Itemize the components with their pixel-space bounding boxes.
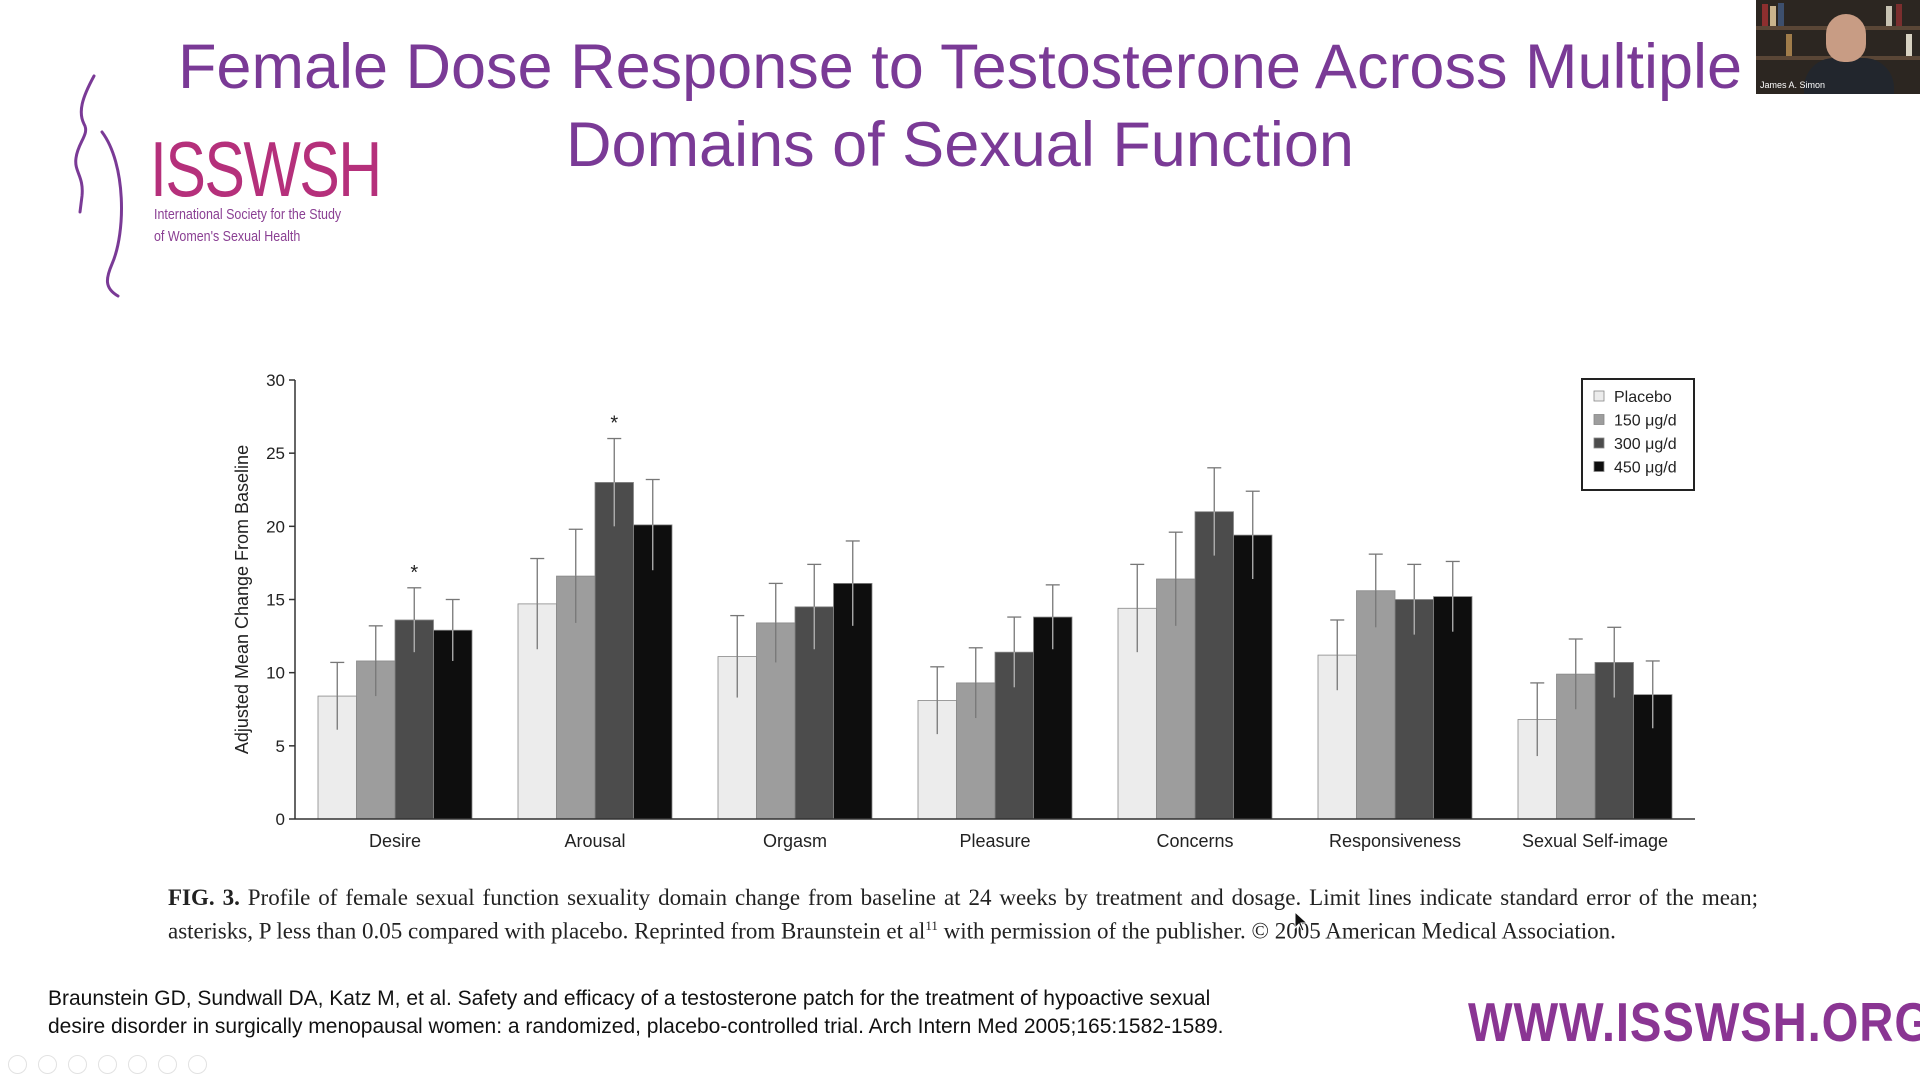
legend-label: 150 μg/d — [1614, 413, 1677, 430]
x-tick-label: Orgasm — [763, 831, 827, 851]
book — [1762, 4, 1768, 26]
y-axis-label: Adjusted Mean Change From Baseline — [232, 445, 252, 754]
mouse-cursor-icon — [1294, 911, 1309, 932]
caption-text: Profile of female sexual function sexual… — [168, 885, 1759, 944]
x-tick-label: Sexual Self-image — [1522, 831, 1668, 851]
x-tick-label: Arousal — [564, 831, 625, 851]
isswsh-logo: ISSWSH International Society for the Stu… — [68, 72, 388, 302]
woman-silhouette-icon — [74, 74, 123, 298]
y-tick-label: 10 — [266, 664, 285, 683]
bar — [1433, 596, 1473, 820]
webcam-name-tag: James A. Simon — [1760, 80, 1826, 90]
bar — [433, 629, 473, 820]
y-tick-label: 30 — [266, 371, 285, 390]
webcam-thumbnail[interactable]: James A. Simon — [1756, 0, 1920, 94]
caption-superscript: 11 — [925, 918, 938, 933]
person-head — [1826, 14, 1866, 62]
website-url[interactable]: WWW.ISSWSH.ORG — [1468, 991, 1920, 1053]
presentation-toolbar — [8, 1055, 218, 1077]
toolbar-next-icon[interactable] — [38, 1055, 57, 1074]
legend-label: 300 μg/d — [1614, 436, 1677, 453]
significance-asterisk: * — [410, 562, 418, 584]
bar — [1233, 534, 1273, 820]
caption-text-end: with permission of the publisher. © 2005… — [937, 918, 1616, 944]
x-tick-label: Pleasure — [959, 831, 1030, 851]
x-tick-label: Concerns — [1156, 831, 1233, 851]
bar-chart: 0 5 10 15 20 25 30 Adjusted Mean Change From Ba… — [232, 371, 1695, 851]
legend-label: Placebo — [1614, 389, 1672, 406]
toolbar-prev-icon[interactable] — [8, 1055, 27, 1074]
citation-line1: Braunstein GD, Sundwall DA, Katz M, et a… — [48, 987, 1211, 1010]
legend-swatch — [1593, 390, 1605, 402]
book — [1886, 6, 1892, 26]
y-tick-label: 25 — [266, 444, 285, 463]
x-tick-label: Desire — [369, 831, 421, 851]
book — [1896, 4, 1902, 26]
legend-swatch — [1593, 414, 1605, 425]
y-tick-label: 20 — [266, 517, 285, 536]
bar — [594, 482, 634, 820]
toolbar-subtitles-icon[interactable] — [158, 1055, 177, 1074]
y-tick-label: 0 — [276, 810, 285, 829]
y-tick-label: 15 — [266, 591, 285, 610]
figure-caption: FIG. 3. Profile of female sexual functio… — [168, 884, 1758, 946]
y-tick-label: 5 — [276, 737, 285, 756]
bar — [1033, 616, 1073, 820]
person-body — [1804, 58, 1894, 94]
slide-title-line1: Female Dose Response to Testosterone Acr… — [177, 32, 1743, 102]
bar — [1356, 590, 1396, 820]
book — [1786, 34, 1792, 56]
logo-subtitle-line2: of Women's Sexual Health — [154, 229, 301, 245]
slide-title: Female Dose Response to Testosterone Acr… — [150, 28, 1770, 184]
figure-label: FIG. 3. — [168, 885, 240, 910]
slide-title-line2: Domains of Sexual Function — [566, 110, 1354, 180]
toolbar-slides-icon[interactable] — [98, 1055, 117, 1074]
citation: Braunstein GD, Sundwall DA, Katz M, et a… — [48, 985, 1448, 1041]
legend-swatch — [1593, 461, 1605, 472]
logo-name: ISSWSH — [150, 125, 382, 213]
logo-subtitle-line1: International Society for the Study — [154, 207, 342, 223]
toolbar-more-icon[interactable] — [188, 1055, 207, 1074]
book — [1906, 34, 1912, 56]
citation-line2: desire disorder in surgically menopausal… — [48, 1015, 1224, 1038]
bar — [1194, 511, 1234, 820]
legend-swatch — [1593, 437, 1605, 449]
legend-label: 450 μg/d — [1614, 460, 1677, 477]
x-tick-label: Responsiveness — [1329, 831, 1461, 851]
book — [1778, 3, 1784, 26]
logo-subtitle: International Society for the Study of W… — [154, 204, 343, 248]
toolbar-pen-icon[interactable] — [68, 1055, 87, 1074]
toolbar-zoom-icon[interactable] — [128, 1055, 147, 1074]
book — [1770, 6, 1776, 26]
significance-asterisk: * — [610, 413, 618, 435]
